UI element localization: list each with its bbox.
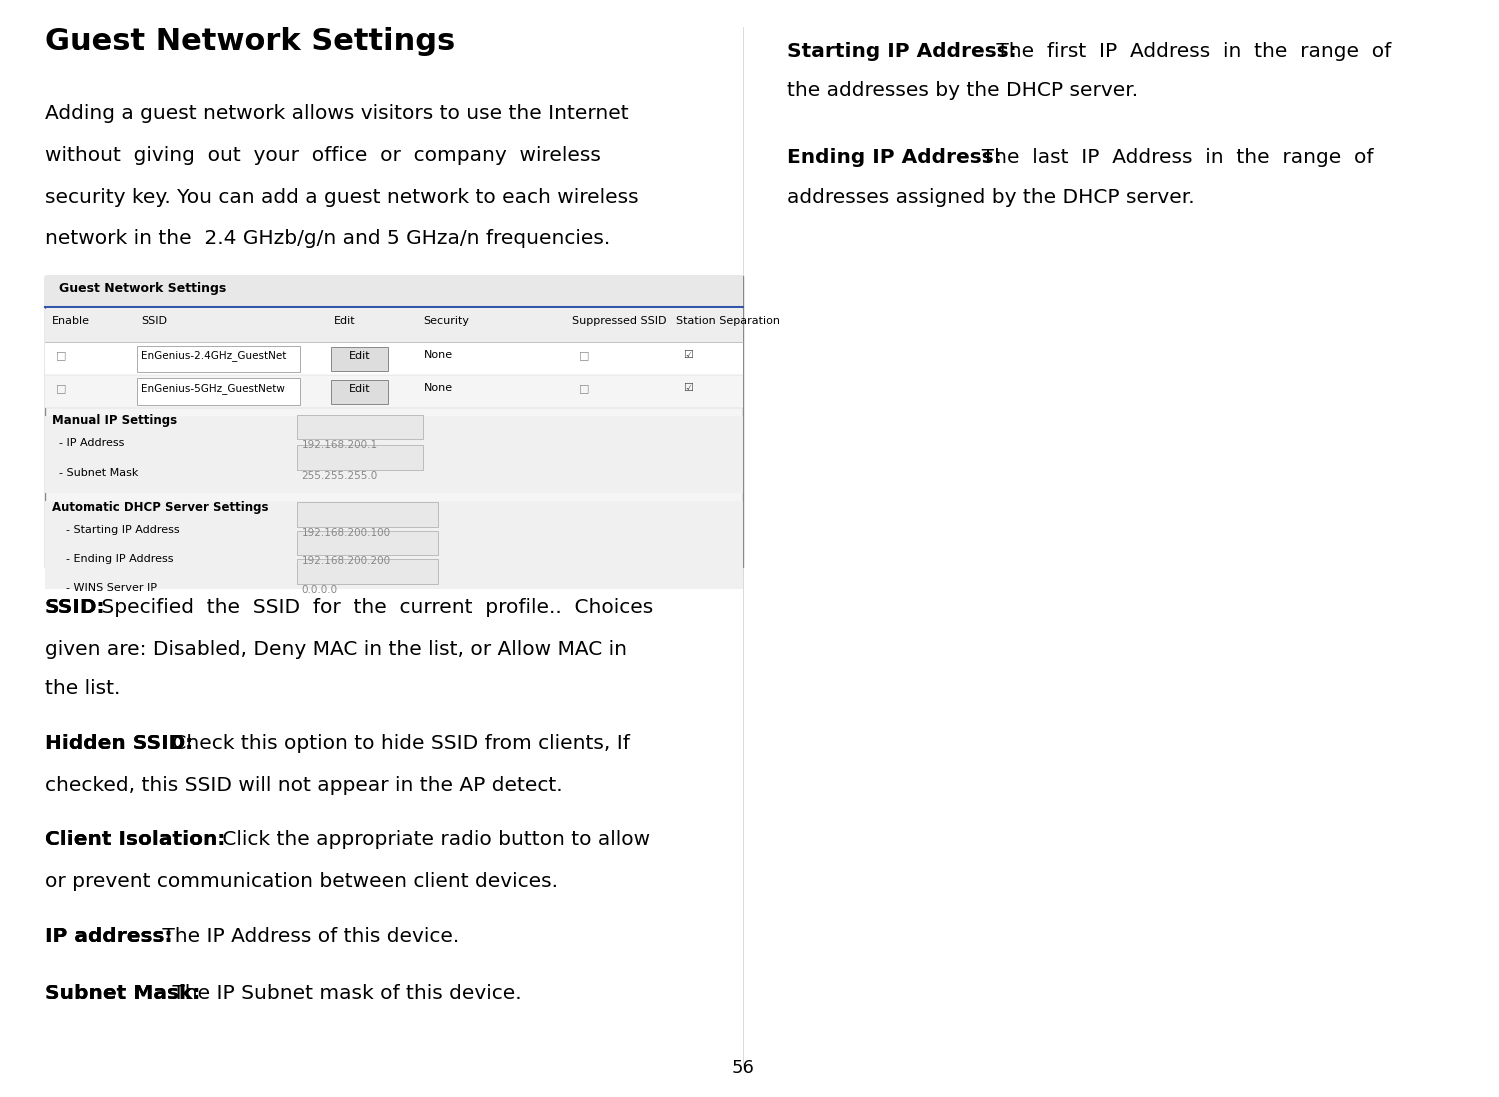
FancyBboxPatch shape [297, 445, 423, 470]
Text: IP address:: IP address: [45, 927, 172, 946]
Bar [45, 416, 744, 493]
Text: or prevent communication between client devices.: or prevent communication between client … [45, 872, 558, 891]
Text: EnGenius-5GHz_GuestNetw: EnGenius-5GHz_GuestNetw [141, 383, 285, 394]
Text: - Ending IP Address: - Ending IP Address [52, 554, 174, 564]
Bar [45, 276, 744, 307]
Text: Edit: Edit [334, 316, 355, 326]
Text: Hidden SSID:: Hidden SSID: [45, 734, 193, 753]
Text: IP address:: IP address: [45, 927, 172, 946]
Text: Manual IP Settings: Manual IP Settings [52, 414, 177, 427]
Text: Guest Network Settings: Guest Network Settings [60, 282, 226, 295]
Text: 192.168.200.100: 192.168.200.100 [301, 528, 391, 538]
Text: - Subnet Mask: - Subnet Mask [52, 468, 138, 478]
FancyBboxPatch shape [297, 415, 423, 439]
Text: Starting IP Address:: Starting IP Address: [787, 42, 1018, 60]
Text: □: □ [580, 350, 591, 360]
Text: Adding a guest network allows visitors to use the Internet: Adding a guest network allows visitors t… [45, 104, 628, 123]
Text: 192.168.200.200: 192.168.200.200 [301, 556, 391, 566]
Text: The  last  IP  Address  in  the  range  of: The last IP Address in the range of [970, 148, 1373, 167]
Text: network in the  2.4 GHzb/g/n and 5 GHza/n frequencies.: network in the 2.4 GHzb/g/n and 5 GHza/n… [45, 229, 610, 248]
Bar [45, 309, 744, 342]
Text: Hidden SSID:: Hidden SSID: [45, 734, 193, 753]
Text: Automatic DHCP Server Settings: Automatic DHCP Server Settings [52, 501, 268, 514]
Bar [45, 375, 744, 408]
Text: the list.: the list. [45, 679, 120, 698]
Bar [45, 501, 744, 589]
Bar [45, 342, 744, 375]
Text: Edit: Edit [349, 384, 370, 394]
Text: given are: Disabled, Deny MAC in the list, or Allow MAC in: given are: Disabled, Deny MAC in the lis… [45, 640, 627, 658]
Text: Station Separation: Station Separation [676, 316, 779, 326]
Text: - WINS Server IP: - WINS Server IP [52, 583, 157, 592]
Text: □: □ [580, 383, 591, 393]
Text: 192.168.200.1: 192.168.200.1 [301, 440, 378, 450]
Text: Suppressed SSID: Suppressed SSID [573, 316, 667, 326]
Text: Specified  the  SSID  for  the  current  profile..  Choices: Specified the SSID for the current profi… [94, 598, 654, 617]
Text: checked, this SSID will not appear in the AP detect.: checked, this SSID will not appear in th… [45, 776, 562, 794]
Text: ☑: ☑ [684, 350, 694, 360]
Text: ☑: ☑ [684, 383, 694, 393]
Text: Ending IP Address:: Ending IP Address: [787, 148, 1003, 167]
Text: The  first  IP  Address  in  the  range  of: The first IP Address in the range of [989, 42, 1391, 60]
Text: Client Isolation:: Client Isolation: [45, 830, 225, 849]
Text: Client Isolation:: Client Isolation: [45, 830, 225, 849]
FancyBboxPatch shape [136, 378, 300, 405]
Text: Enable: Enable [52, 316, 90, 326]
Text: 0.0.0.0: 0.0.0.0 [301, 585, 337, 595]
FancyBboxPatch shape [297, 531, 438, 555]
Text: SSID: SSID [141, 316, 168, 326]
Text: 255.255.255.0: 255.255.255.0 [301, 471, 378, 480]
Text: without  giving  out  your  office  or  company  wireless: without giving out your office or compan… [45, 146, 601, 165]
Text: Subnet Mask:: Subnet Mask: [45, 984, 199, 1003]
Text: The IP Subnet mask of this device.: The IP Subnet mask of this device. [166, 984, 522, 1003]
Text: 56: 56 [732, 1060, 754, 1077]
FancyBboxPatch shape [331, 347, 388, 371]
FancyBboxPatch shape [297, 559, 438, 584]
Text: Subnet Mask:: Subnet Mask: [45, 984, 199, 1003]
FancyBboxPatch shape [297, 502, 438, 527]
Text: security key. You can add a guest network to each wireless: security key. You can add a guest networ… [45, 188, 639, 206]
Text: The IP Address of this device.: The IP Address of this device. [156, 927, 459, 946]
Text: None: None [423, 383, 453, 393]
FancyBboxPatch shape [331, 380, 388, 404]
Text: the addresses by the DHCP server.: the addresses by the DHCP server. [787, 81, 1139, 100]
Text: Security: Security [423, 316, 469, 326]
Text: SSID:: SSID: [45, 598, 105, 617]
Text: Edit: Edit [349, 351, 370, 361]
Text: - IP Address: - IP Address [52, 438, 124, 448]
Text: Check this option to hide SSID from clients, If: Check this option to hide SSID from clie… [166, 734, 630, 753]
Text: Click the appropriate radio button to allow: Click the appropriate radio button to al… [216, 830, 651, 849]
Text: None: None [423, 350, 453, 360]
Text: EnGenius-2.4GHz_GuestNet: EnGenius-2.4GHz_GuestNet [141, 350, 286, 361]
Text: Guest Network Settings: Guest Network Settings [45, 27, 454, 56]
FancyBboxPatch shape [136, 346, 300, 372]
Text: - Starting IP Address: - Starting IP Address [52, 525, 180, 535]
Text: □: □ [57, 383, 67, 393]
Text: addresses assigned by the DHCP server.: addresses assigned by the DHCP server. [787, 188, 1195, 206]
Bar [45, 276, 744, 567]
Text: SSID:: SSID: [45, 598, 105, 617]
Text: □: □ [57, 350, 67, 360]
